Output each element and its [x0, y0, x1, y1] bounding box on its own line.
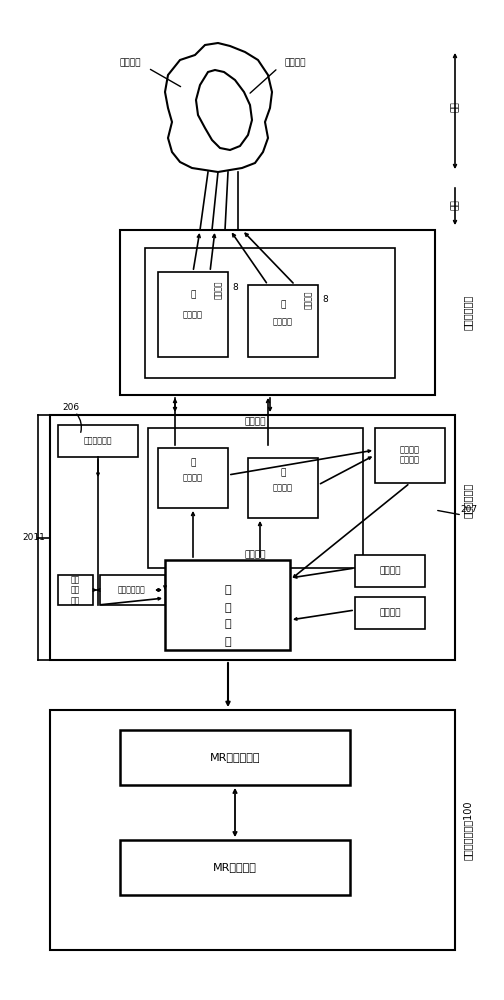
Text: 一: 一	[191, 458, 196, 468]
Text: 电源模块: 电源模块	[379, 566, 401, 576]
Bar	[375, 428, 445, 483]
Text: 光纤导管: 光纤导管	[273, 318, 293, 326]
Bar	[248, 458, 318, 518]
Text: 人机
交互
模块: 人机 交互 模块	[71, 575, 80, 605]
Bar	[50, 415, 455, 660]
Text: 效果评估
反馈模块: 效果评估 反馈模块	[400, 445, 420, 465]
Bar	[355, 597, 425, 629]
Bar	[100, 575, 165, 605]
Bar	[58, 575, 93, 605]
Bar	[148, 428, 363, 568]
Text: 磁共振引导单元100: 磁共振引导单元100	[463, 800, 473, 860]
Text: 2011: 2011	[22, 534, 45, 542]
Bar	[120, 730, 350, 785]
Text: 207: 207	[460, 506, 477, 514]
Text: 二: 二	[280, 468, 286, 478]
Text: 正常组织: 正常组织	[119, 58, 141, 68]
Text: 206: 206	[62, 403, 79, 412]
Text: 激光模块: 激光模块	[244, 418, 266, 426]
Text: 键钮开关: 键钮开关	[379, 608, 401, 617]
Text: 激光装置: 激光装置	[183, 474, 203, 483]
Bar	[120, 230, 435, 395]
Text: 制: 制	[225, 585, 231, 595]
Text: 病灶组织: 病灶组织	[284, 58, 306, 68]
Text: 测温光纤: 测温光纤	[303, 291, 312, 309]
Text: 激光装置: 激光装置	[273, 484, 293, 492]
Text: 光纤导管单元: 光纤导管单元	[463, 294, 473, 330]
Bar	[145, 248, 395, 378]
Text: 控: 控	[225, 619, 231, 629]
Text: 光纤导管: 光纤导管	[183, 310, 203, 320]
Text: MR－控制中心: MR－控制中心	[210, 752, 260, 762]
Text: 激光模块: 激光模块	[244, 550, 266, 560]
Text: MR－扫描仪: MR－扫描仪	[213, 862, 257, 872]
Bar	[165, 560, 290, 650]
Bar	[120, 840, 350, 895]
Bar	[355, 555, 425, 587]
Text: 激光消融单元: 激光消融单元	[463, 482, 473, 518]
Text: 8: 8	[232, 284, 238, 292]
Bar	[50, 710, 455, 950]
Text: 二: 二	[280, 300, 286, 310]
Text: 8: 8	[322, 296, 328, 304]
Text: 主: 主	[225, 637, 231, 647]
Text: 光纤测温模块: 光纤测温模块	[84, 436, 112, 446]
Text: 一: 一	[191, 290, 196, 300]
Text: 远端: 远端	[451, 200, 460, 210]
Text: 温度校正模块: 温度校正模块	[118, 585, 146, 594]
Bar	[248, 285, 318, 357]
Bar	[158, 448, 228, 508]
Text: 近端: 近端	[451, 102, 460, 112]
Text: 测温光纤: 测温光纤	[214, 281, 222, 299]
Text: 机: 机	[225, 603, 231, 613]
Bar	[58, 425, 138, 457]
Bar	[158, 272, 228, 357]
